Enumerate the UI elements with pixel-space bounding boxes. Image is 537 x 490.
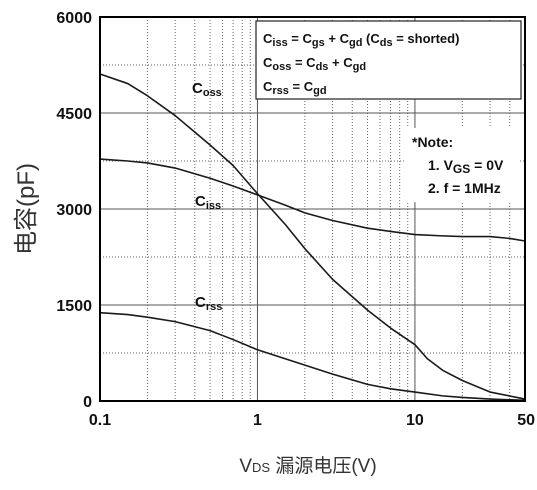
series-line-coss [99,73,526,400]
notes-background [406,128,520,202]
y-axis-label: 电容(pF) [13,163,40,255]
x-axis-label-rest: 漏源电压(V) [270,455,377,477]
x-axis-label-sub: DS [252,460,270,475]
legend-entry: Crss = Cgd [263,79,327,97]
notes-box: *Note: 1. VGS = 0V 2. f = 1MHz [406,128,520,202]
y-tick-label: 1500 [56,298,92,315]
series-label-ciss: Ciss [195,193,221,212]
y-tick-label: 3000 [56,202,92,219]
notes-title: *Note: [412,134,453,150]
y-tick-label: 6000 [56,10,92,27]
series-labels: Coss Ciss Crss [192,80,222,313]
legend-frame [255,20,522,100]
series-line-ciss [99,158,526,242]
series-label-coss: Coss [192,80,222,99]
notes-line: 1. VGS = 0V [428,157,504,176]
x-tick-label: 0.1 [89,412,111,429]
plot-frame [99,16,526,402]
notes-line: 2. f = 1MHz [428,180,501,196]
x-tick-label: 10 [406,412,424,429]
y-tick-label: 0 [83,394,92,411]
legend-box: Ciss = Cgs + Cgd (Cds = shorted) Coss = C… [255,20,522,100]
series-layer [99,73,526,402]
y-tick-label: 4500 [56,106,92,123]
series-line-crss [99,311,526,402]
x-tick-label: 50 [517,412,535,429]
tick-labels: 0 1500 3000 4500 6000 0.1 1 10 50 [56,10,535,429]
x-axis-label: VDS 漏源电压(V) [239,455,376,477]
series-label-crss: Crss [195,294,222,313]
x-axis-label-main: V [239,456,252,477]
x-tick-label: 1 [253,412,262,429]
legend-entry: Ciss = Cgs + Cgd (Cds = shorted) [263,31,459,49]
legend-entry: Coss = Cds + Cgd [263,55,366,73]
